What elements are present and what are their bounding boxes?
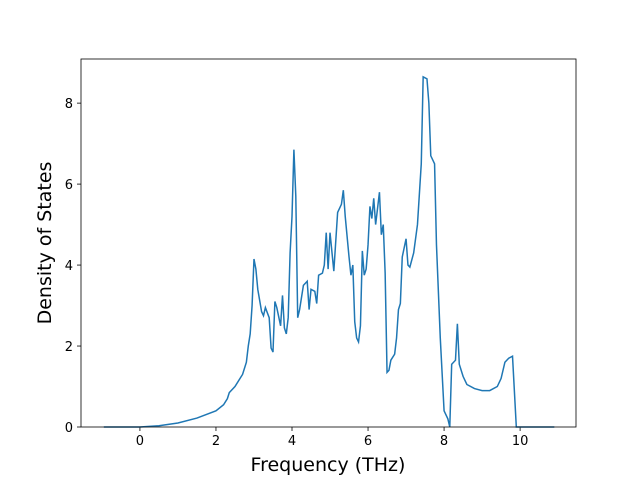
x-tick-label: 4 bbox=[288, 434, 296, 449]
y-tick-label: 8 bbox=[65, 97, 73, 112]
x-tick-label: 0 bbox=[136, 434, 144, 449]
y-tick-label: 4 bbox=[65, 259, 73, 274]
plot-frame bbox=[80, 58, 577, 428]
y-tick-label: 0 bbox=[65, 421, 73, 436]
x-tick-label: 8 bbox=[440, 434, 448, 449]
y-tick-label: 6 bbox=[65, 178, 73, 193]
x-tick-label: 2 bbox=[212, 434, 220, 449]
y-tick-label: 2 bbox=[65, 340, 73, 355]
dos-line bbox=[103, 75, 555, 428]
x-axis-label: Frequency (THz) bbox=[251, 454, 406, 476]
x-tick-label: 6 bbox=[364, 434, 372, 449]
y-axis-label: Density of States bbox=[34, 162, 56, 325]
x-tick-label: 10 bbox=[512, 434, 529, 449]
